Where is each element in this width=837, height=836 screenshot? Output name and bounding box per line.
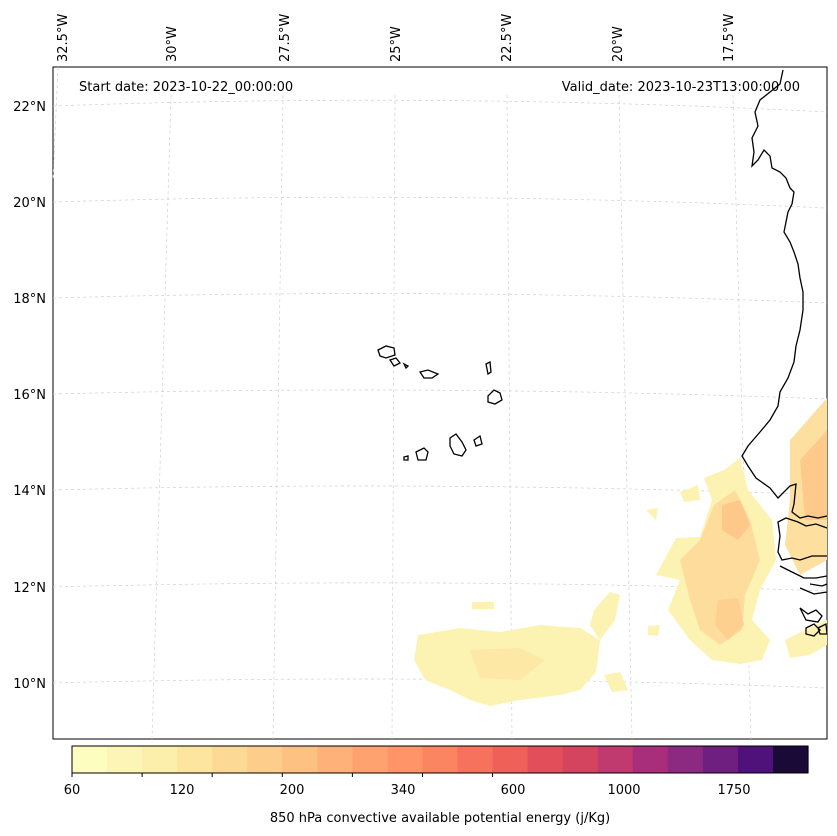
colorbar-segment [632, 746, 669, 773]
colorbar-segment [317, 746, 353, 773]
island-boa-vista [487, 389, 503, 405]
cape-area-central [590, 592, 620, 640]
colorbar-segment [527, 746, 564, 773]
colorbar-segment [667, 746, 704, 773]
meridian-27.5w [272, 94, 284, 740]
parallel-18n [52, 293, 828, 304]
colorbar-tick-label: 60 [64, 783, 81, 798]
cape-fleck-4 [648, 625, 660, 636]
colorbar-segment [107, 746, 143, 773]
island-sao-vicente [388, 357, 402, 367]
lat-label-22n: 22°N [13, 100, 46, 115]
island-sao-nicolau [418, 369, 440, 379]
island-santiago [449, 433, 467, 457]
parallel-12n [52, 582, 828, 592]
cape-area-east-core [800, 430, 827, 520]
colorbar-tick-label: 200 [280, 783, 305, 798]
cape-fleck-3 [604, 672, 628, 692]
cape-area-southeast [785, 620, 827, 658]
colorbar-tick-label: 120 [170, 783, 195, 798]
africa-coast-south [777, 517, 828, 561]
lat-label-18n: 18°N [13, 292, 46, 307]
colorbar-segment [772, 746, 809, 773]
cape-island-blob [472, 602, 494, 609]
colorbar-segment [737, 746, 774, 773]
parallel-20n [52, 196, 828, 209]
cape-area-southwest-core [470, 648, 545, 680]
lat-label-16n: 16°N [13, 388, 46, 403]
parallel-22n [52, 99, 828, 113]
colorbar-segment [492, 746, 529, 773]
coastlines [377, 69, 828, 637]
colorbar-segment [457, 746, 494, 773]
island-sal [485, 360, 492, 376]
colorbar-title: 850 hPa convective available potential e… [270, 811, 610, 826]
colorbar-segment [702, 746, 739, 773]
island-santo-antao [377, 345, 396, 359]
colorbar-segment [562, 746, 599, 773]
colorbar-segment [282, 746, 318, 773]
colorbar-tick-label: 1000 [607, 783, 640, 798]
lat-label-10n: 10°N [13, 677, 46, 692]
island-fogo [415, 447, 429, 461]
meridian-30w [151, 94, 172, 740]
lon-label-20w: 20°W [611, 26, 626, 62]
colorbar-segment [352, 746, 389, 773]
colorbar-segment [212, 746, 248, 773]
cape-area-main-high [722, 500, 750, 540]
lon-label-25w: 25°W [389, 26, 404, 62]
colorbar-segment [72, 746, 108, 773]
lat-label-12n: 12°N [13, 581, 46, 596]
colorbar-tick-label: 600 [501, 783, 526, 798]
island-santa-luzia [402, 362, 410, 370]
meridian-25w [391, 94, 396, 740]
lon-label-17.5w: 17.5°W [722, 14, 737, 62]
lat-label-14n: 14°N [13, 484, 46, 499]
colorbar-segment [142, 746, 178, 773]
colorbar-tick-label: 1750 [717, 783, 750, 798]
colorbar-segment [422, 746, 459, 773]
parallel-14n [52, 485, 828, 496]
meridian-32.5w [52, 66, 59, 181]
colorbar-segment [387, 746, 424, 773]
cape-area-main-high2 [715, 598, 744, 640]
lon-label-27.5w: 27.5°W [278, 14, 293, 62]
colorbar-frame [71, 745, 809, 774]
cape-fleck-2 [680, 485, 700, 502]
colorbar-tick-label: 340 [391, 783, 416, 798]
island-brava [403, 455, 409, 461]
lon-label-30w: 30°W [165, 26, 180, 62]
valid-date-label: Valid_date: 2023-10-23T13:00:00.00 [562, 80, 800, 95]
parallel-10n [52, 678, 828, 689]
start-date-label: Start date: 2023-10-22_00:00:00 [79, 80, 293, 95]
meridian-20w [618, 94, 633, 740]
lon-label-22.5w: 22.5°W [500, 14, 515, 62]
colorbar-ticks [71, 773, 494, 777]
lon-label-32.5w: 32.5°W [56, 14, 71, 62]
cape-field [414, 398, 827, 706]
guinea-coast [779, 565, 828, 623]
colorbar [72, 746, 809, 773]
colorbar-segment [247, 746, 283, 773]
cape-fleck-1 [646, 508, 658, 520]
parallel-16n [52, 389, 828, 400]
lat-label-20n: 20°N [13, 196, 46, 211]
colorbar-segment [597, 746, 634, 773]
island-maio [473, 434, 483, 447]
colorbar-segment [177, 746, 213, 773]
africa-coast [741, 69, 828, 519]
bijagos-islands [805, 622, 828, 637]
